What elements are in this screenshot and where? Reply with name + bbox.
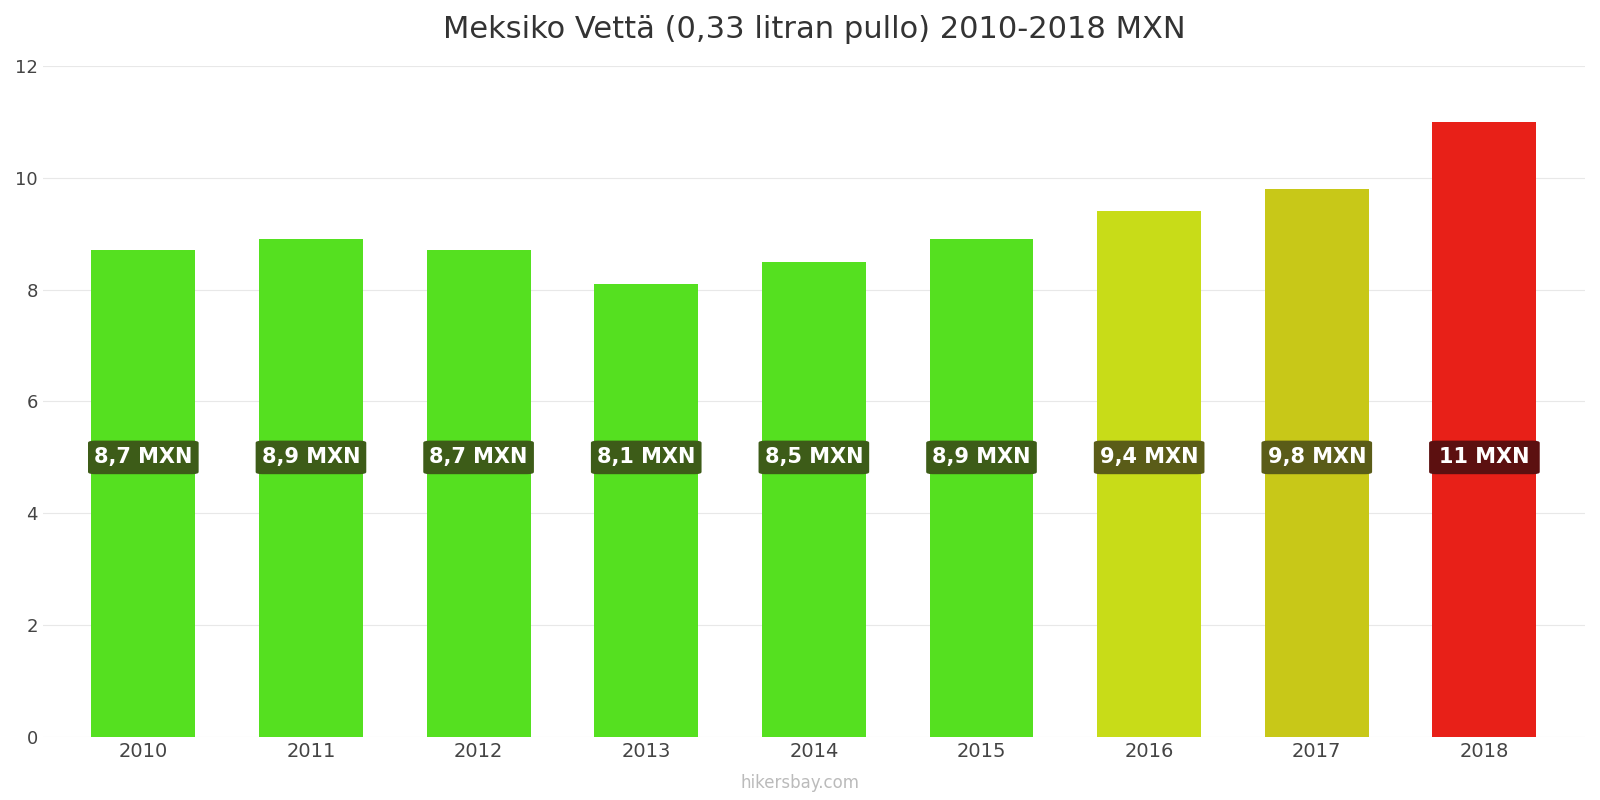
FancyBboxPatch shape [1094, 441, 1205, 474]
Text: 8,9 MXN: 8,9 MXN [933, 447, 1030, 467]
Bar [1432, 122, 1536, 737]
Text: 8,5 MXN: 8,5 MXN [765, 447, 862, 467]
FancyBboxPatch shape [1429, 441, 1539, 474]
FancyBboxPatch shape [256, 441, 366, 474]
FancyBboxPatch shape [424, 441, 534, 474]
Text: 8,7 MXN: 8,7 MXN [94, 447, 192, 467]
Text: 8,7 MXN: 8,7 MXN [429, 447, 528, 467]
Title: Meksiko Vettä (0,33 litran pullo) 2010-2018 MXN: Meksiko Vettä (0,33 litran pullo) 2010-2… [443, 15, 1186, 44]
Text: 11 MXN: 11 MXN [1438, 447, 1530, 467]
Bar [762, 262, 866, 737]
Text: 8,9 MXN: 8,9 MXN [262, 447, 360, 467]
Bar [594, 284, 698, 737]
FancyBboxPatch shape [88, 441, 198, 474]
Bar [259, 239, 363, 737]
FancyBboxPatch shape [926, 441, 1037, 474]
Text: 9,4 MXN: 9,4 MXN [1099, 447, 1198, 467]
Text: 8,1 MXN: 8,1 MXN [597, 447, 696, 467]
Bar [1266, 189, 1368, 737]
FancyBboxPatch shape [1261, 441, 1373, 474]
Bar [91, 250, 195, 737]
Bar [930, 239, 1034, 737]
Text: hikersbay.com: hikersbay.com [741, 774, 859, 792]
Bar [1098, 211, 1202, 737]
FancyBboxPatch shape [590, 441, 701, 474]
Text: 9,8 MXN: 9,8 MXN [1267, 447, 1366, 467]
Bar [427, 250, 531, 737]
FancyBboxPatch shape [758, 441, 869, 474]
